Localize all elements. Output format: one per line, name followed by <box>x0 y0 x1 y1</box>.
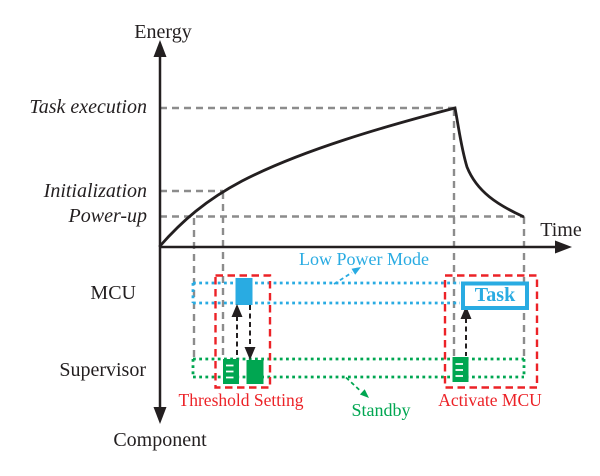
low-power-mode-arrowhead-icon <box>351 267 361 275</box>
power-up-level-label: Power-up <box>68 205 147 227</box>
task-block-label: Task <box>474 284 516 306</box>
task-execution-level-label: Task execution <box>29 96 147 118</box>
standby-annotation: Standby <box>351 400 411 420</box>
activate-mcu-box <box>443 274 539 389</box>
activate-up-arrowhead-icon <box>460 306 472 319</box>
energy-axis-arrowhead-up-icon <box>153 40 167 57</box>
energy-curve <box>158 106 525 248</box>
initialization-level-label: Initialization <box>43 180 147 202</box>
time-axis-label: Time <box>540 219 582 241</box>
low-power-mode-arrow-shaft <box>333 271 353 285</box>
activate-mcu-annotation: Activate MCU <box>438 390 542 410</box>
energy-axis-label: Energy <box>134 21 192 43</box>
menu-lines-icon <box>455 363 463 377</box>
supervisor-row-label: Supervisor <box>59 359 146 381</box>
mcu-threshold-pulse <box>235 278 253 305</box>
low-power-mode-annotation: Low Power Mode <box>299 249 429 269</box>
task-execution-block <box>461 281 529 310</box>
standby-arrow-shaft <box>345 376 361 392</box>
component-axis-arrowhead-down-icon <box>153 407 167 424</box>
supervisor-pulse-solid <box>246 360 264 384</box>
time-axis-arrowhead-icon <box>555 240 572 254</box>
menu-lines-icon <box>226 364 234 379</box>
component-axis-label: Component <box>113 429 207 451</box>
threshold-down-arrowhead-icon <box>244 347 256 360</box>
mcu-row-label: MCU <box>90 282 136 304</box>
threshold-setting-box <box>214 274 272 389</box>
standby-arrowhead-icon <box>359 389 369 398</box>
threshold-up-arrowhead-icon <box>231 304 243 317</box>
threshold-setting-annotation: Threshold Setting <box>178 390 304 410</box>
